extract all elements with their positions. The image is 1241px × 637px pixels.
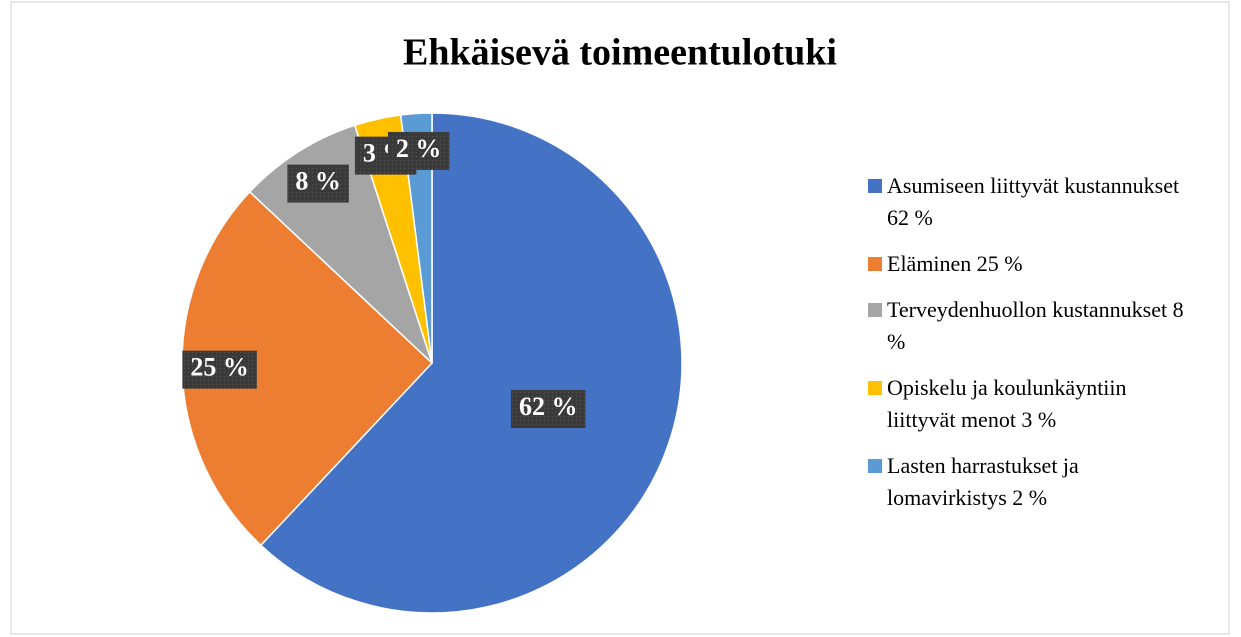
legend-item: Opiskelu ja koulunkäyntiin liittyvät men… <box>868 372 1198 436</box>
legend-label: Eläminen 25 % <box>887 251 1023 276</box>
data-label-box <box>387 131 450 170</box>
data-label: 2 % <box>387 131 450 170</box>
legend: Asumiseen liittyvät kustannukset 62 % Elä… <box>868 170 1198 514</box>
legend-label: Lasten harrastukset ja lomavirkistys 2 % <box>887 453 1079 510</box>
legend-label: Opiskelu ja koulunkäyntiin liittyvät men… <box>887 375 1127 432</box>
legend-item: Terveydenhuollon kustannukset 8 % <box>868 294 1198 358</box>
legend-swatch <box>868 303 882 317</box>
legend-swatch <box>868 179 882 193</box>
legend-swatch <box>868 257 882 271</box>
pie-slice <box>259 112 683 614</box>
data-label: 62 % <box>510 390 586 429</box>
pie-slice <box>181 190 434 547</box>
data-label-text: 25 % <box>190 353 249 382</box>
legend-label: Terveydenhuollon kustannukset 8 % <box>887 297 1184 354</box>
data-label-box <box>287 164 349 203</box>
data-label: 8 % <box>287 164 349 203</box>
legend-swatch <box>868 459 882 473</box>
chart-title: Ehkäisevä toimeentulotuki <box>403 32 837 74</box>
legend-item: Eläminen 25 % <box>868 248 1198 280</box>
data-label: 25 % <box>182 350 257 389</box>
data-label-text: 2 % <box>396 134 442 163</box>
data-label-box <box>182 350 257 389</box>
legend-item: Lasten harrastukset ja lomavirkistys 2 % <box>868 450 1198 514</box>
data-label-text: 8 % <box>295 167 341 196</box>
data-label-box <box>510 390 586 429</box>
legend-swatch <box>868 381 882 395</box>
data-label-text: 62 % <box>519 392 578 421</box>
legend-item: Asumiseen liittyvät kustannukset 62 % <box>868 170 1198 234</box>
legend-label: Asumiseen liittyvät kustannukset 62 % <box>887 173 1180 230</box>
pie-slice <box>399 112 433 364</box>
